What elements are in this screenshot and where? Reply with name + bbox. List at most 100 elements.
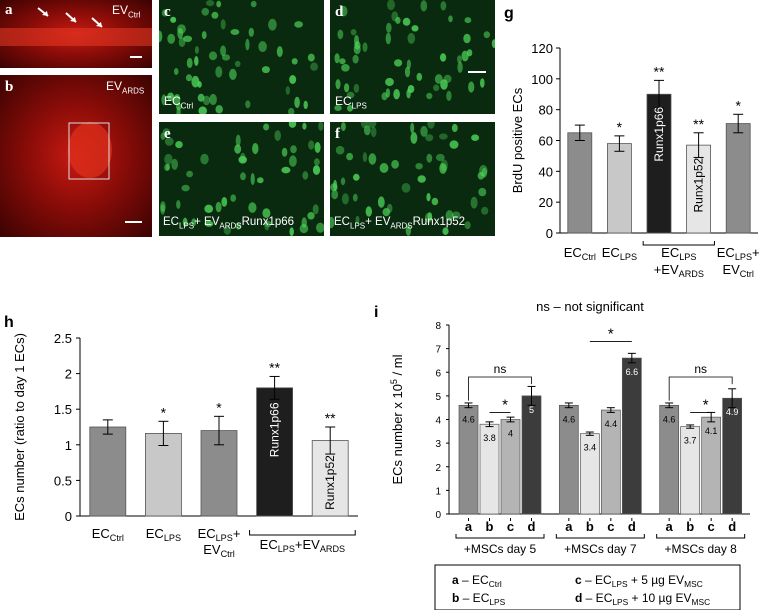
cell-nucleus bbox=[434, 74, 443, 84]
label-part: Ctrl bbox=[582, 252, 596, 262]
label-part: ARDS bbox=[679, 269, 704, 279]
cell-nucleus bbox=[201, 31, 207, 40]
legend-text: + 5 µg EV bbox=[628, 573, 685, 587]
chart-g-xlabel: ECLPS​ bbox=[661, 245, 696, 262]
cell-nucleus bbox=[425, 134, 434, 142]
cell-nucleus bbox=[248, 27, 254, 37]
cell-nucleus bbox=[183, 35, 193, 42]
cell-nucleus bbox=[466, 49, 473, 57]
cell-nucleus bbox=[160, 204, 166, 215]
chart-i-ns-bracket bbox=[468, 376, 532, 401]
cell-nucleus bbox=[185, 74, 193, 82]
cell-nucleus bbox=[435, 153, 445, 162]
cell-nucleus bbox=[289, 75, 297, 84]
cell-nucleus bbox=[420, 125, 428, 137]
chart-i-ytick-label: 5 bbox=[435, 392, 441, 403]
cell-nucleus bbox=[310, 62, 318, 71]
cell-nucleus bbox=[167, 92, 175, 102]
cell-nucleus bbox=[478, 187, 487, 197]
cell-nucleus bbox=[443, 74, 452, 83]
chart-i-group-bracket bbox=[656, 534, 746, 539]
chart-i-series-letter: b bbox=[686, 519, 694, 534]
cell-nucleus bbox=[426, 92, 433, 100]
cell-nucleus bbox=[341, 64, 350, 72]
legend-letter: c bbox=[575, 573, 582, 587]
cell-nucleus bbox=[426, 153, 433, 163]
ylabel-part: ECs number x 10 bbox=[390, 384, 405, 484]
cell-nucleus bbox=[234, 144, 242, 154]
chart-i-series-letter: c bbox=[507, 519, 514, 534]
chart-g-sig: * bbox=[735, 97, 741, 113]
cell-nucleus bbox=[171, 158, 178, 170]
cell-nucleus bbox=[340, 177, 346, 186]
cell-nucleus bbox=[200, 153, 209, 165]
cell-nucleus bbox=[215, 66, 223, 78]
cell-nucleus bbox=[362, 152, 368, 163]
chart-h-ytick-label: 2.5 bbox=[54, 331, 72, 346]
chart-i-data-label: 6.6 bbox=[626, 367, 639, 377]
cell-nucleus bbox=[410, 122, 415, 134]
chart-i-ytick-label: 6 bbox=[435, 368, 441, 379]
cell-nucleus bbox=[350, 29, 357, 36]
cell-nucleus bbox=[234, 60, 241, 67]
cell-nucleus bbox=[181, 184, 190, 192]
chart-i-sig-star: * bbox=[502, 396, 508, 413]
chart-i-sig-star: * bbox=[608, 326, 614, 343]
cell-nucleus bbox=[367, 122, 377, 128]
legend-text: Ctrl bbox=[489, 579, 502, 589]
chart-i-data-label: 4 bbox=[508, 429, 513, 439]
cell-nucleus bbox=[250, 173, 255, 185]
cell-nucleus bbox=[394, 59, 403, 67]
cell-nucleus bbox=[281, 147, 288, 157]
cell-nucleus bbox=[215, 201, 222, 213]
cell-nucleus bbox=[440, 1, 447, 11]
cell-nucleus bbox=[461, 50, 469, 62]
cell-nucleus bbox=[252, 143, 259, 155]
panel-letter-b: b bbox=[5, 79, 14, 95]
panel-a-label: EVCtrl bbox=[112, 3, 141, 20]
chart-h-xlabel-line2: EVCtrl​ bbox=[203, 542, 235, 559]
cell-nucleus bbox=[230, 194, 237, 202]
cell-nucleus bbox=[173, 68, 179, 75]
chart-h-bar bbox=[256, 387, 294, 517]
chart-i-ns-bracket bbox=[668, 376, 733, 401]
legend-text: LPS bbox=[612, 579, 628, 589]
cell-nucleus bbox=[262, 208, 271, 218]
cell-nucleus bbox=[331, 189, 339, 200]
cell-nucleus bbox=[318, 122, 324, 131]
cell-nucleus bbox=[175, 141, 183, 149]
cell-nucleus bbox=[314, 142, 321, 153]
cell-nucleus bbox=[386, 203, 393, 213]
legend-text: – EC bbox=[459, 591, 489, 605]
ylabel-sup: 5 bbox=[389, 379, 399, 384]
chart-i-ylabel: ECs number x 105 / ml bbox=[389, 354, 405, 484]
chart-g-bar bbox=[646, 93, 672, 234]
cell-nucleus bbox=[365, 206, 372, 217]
chart-i-ytick-label: 2 bbox=[435, 463, 441, 474]
chart-h-bar-inner-label: Runx1p52 bbox=[323, 455, 337, 510]
cell-nucleus bbox=[289, 227, 294, 236]
label-part: EC bbox=[661, 245, 679, 260]
chart-h-sig: * bbox=[216, 399, 222, 415]
cell-nucleus bbox=[204, 204, 214, 213]
cell-nucleus bbox=[471, 134, 480, 141]
cell-nucleus bbox=[303, 100, 308, 110]
cell-nucleus bbox=[209, 93, 217, 106]
chart-h-xlabel: ECLPS​ bbox=[146, 526, 181, 543]
chart-h-letter: h bbox=[4, 314, 14, 331]
chart-g-bar bbox=[725, 123, 751, 234]
chart-i-series-letter: d bbox=[728, 519, 736, 534]
chart-h-xlabel: ECLPS​+ bbox=[198, 526, 241, 543]
chart-h-sig: ** bbox=[269, 359, 280, 375]
micrograph-c-cells bbox=[159, 0, 318, 114]
chart-i-ytick-label: 0 bbox=[435, 510, 441, 521]
cell-nucleus bbox=[439, 133, 448, 140]
micrograph-f-cells bbox=[330, 122, 489, 236]
cell-nucleus bbox=[491, 39, 495, 48]
label-part: + bbox=[752, 245, 760, 260]
chart-g-letter: g bbox=[504, 5, 514, 22]
cell-nucleus bbox=[167, 33, 176, 44]
cell-nucleus bbox=[197, 81, 202, 88]
cell-nucleus bbox=[480, 78, 485, 88]
